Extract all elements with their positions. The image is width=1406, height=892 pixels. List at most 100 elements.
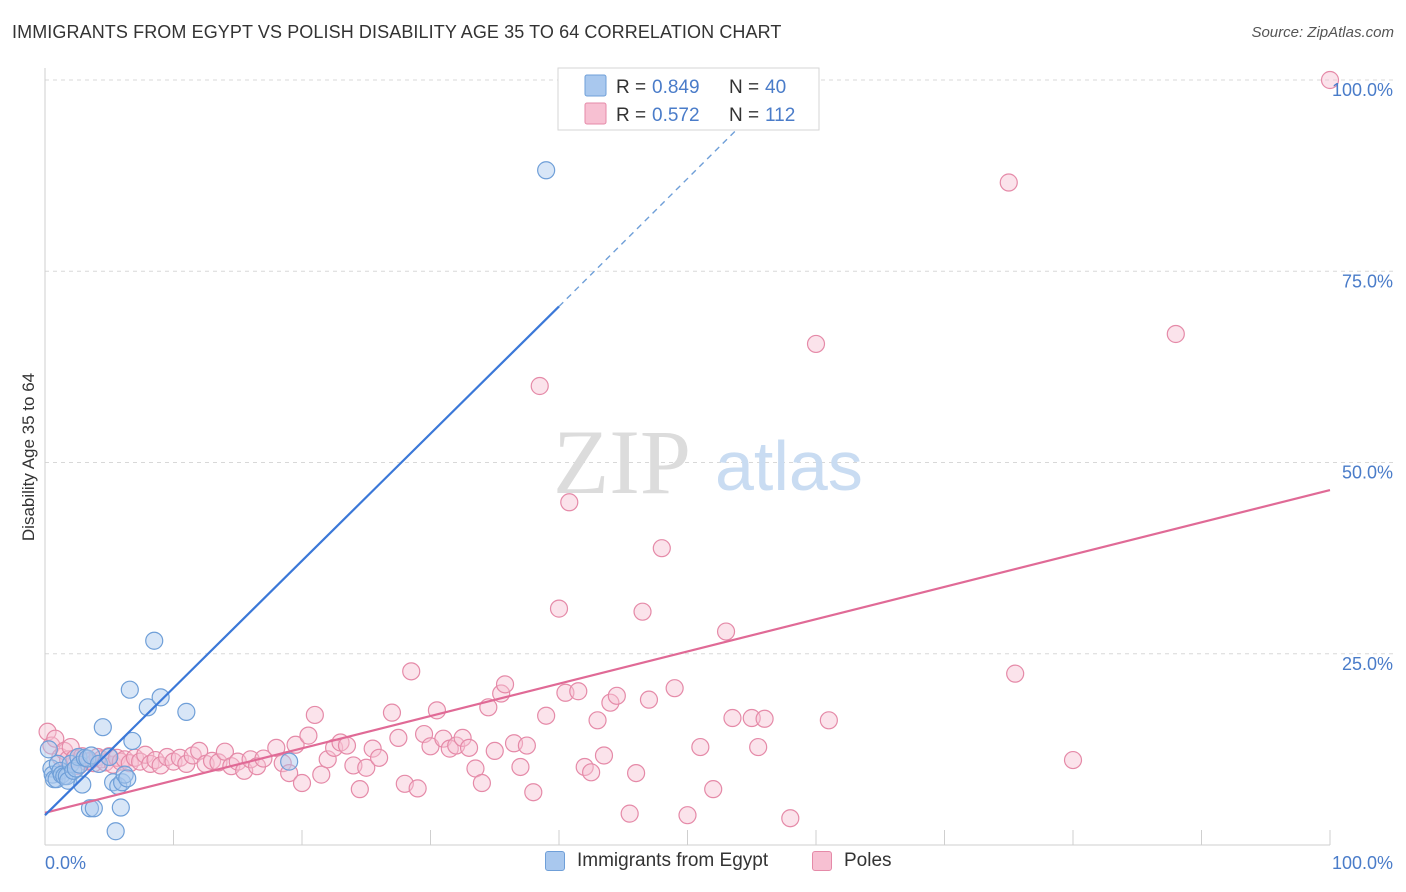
grid-layer [45,79,1395,655]
poles-point [537,706,556,725]
egypt-point [123,731,142,751]
egypt-point [280,752,299,771]
poles-point [652,539,671,558]
poles-point [511,757,530,777]
poles-point [742,708,761,728]
legend-r-value-egypt: 0.849 [652,77,700,98]
source-label: Source: ZipAtlas.com [1251,24,1394,41]
egypt-point [89,754,109,774]
poles-point [620,804,639,823]
poles-point [267,738,286,757]
poles-point [1006,664,1025,683]
poles-point [472,773,491,793]
legend-swatch-poles-bottom [812,851,832,871]
poles-point [633,602,652,621]
poles-point [305,705,324,725]
bottom-legend: Immigrants from Egypt Poles [0,850,1406,878]
poles-point [723,708,742,728]
poles-point [459,738,479,757]
legend-r-label-egypt: R = [616,77,646,98]
poles-point [517,736,536,755]
poles-point [755,709,774,728]
legend-n-value-egypt: 40 [765,77,786,98]
y-tick-label: 75.0% [1342,271,1393,291]
legend-n-label-poles: N = [729,105,759,126]
trend-lines [44,126,1331,816]
y-tick-label: 50.0% [1342,463,1393,483]
poles-point [363,739,382,758]
poles-point [819,711,838,730]
egypt-point [145,631,164,650]
legend-swatch-poles [584,102,607,125]
poles-point [318,750,337,769]
poles-point [678,806,697,825]
egypt-point [80,799,100,818]
axes-layer [44,68,1331,846]
chart-title: IMMIGRANTS FROM EGYPT VS POLISH DISABILI… [12,22,782,42]
poles-point [350,780,369,799]
egypt-point [106,822,125,841]
legend-n-value-poles: 112 [765,105,795,126]
poles-point [136,745,155,764]
poles-point [639,690,659,709]
poles-point [292,773,312,793]
legend-swatch-egypt-bottom [545,851,565,871]
poles-point [485,741,504,761]
legend-swatch-egypt [584,74,607,97]
poles-point [357,758,376,777]
poles-trend-line [44,488,1331,814]
poles-point [704,780,723,799]
poles-point [549,599,569,618]
egypt-point [93,718,112,737]
egypt-point [100,747,119,767]
watermark: ZIP atlas [553,411,863,513]
egypt-point [120,680,139,699]
egypt-point [111,798,130,817]
poles-point [691,737,710,757]
poles-point [806,334,826,354]
legend-label-poles: Poles [844,850,892,871]
egypt-points [39,161,556,841]
legend-n-label-egypt: N = [729,77,759,98]
poles-point [389,728,408,748]
egypt-point [177,702,196,721]
legend-r-value-poles: 0.572 [652,105,700,126]
poles-point [626,763,646,783]
tick-labels: 25.0% 50.0% 75.0% 100.0% 0.0% 100.0% [45,80,1393,873]
poles-point [299,726,318,745]
poles-point [749,737,768,757]
egypt-point [118,769,137,788]
egypt-point [73,775,92,794]
poles-point [607,686,626,705]
poles-point [183,746,202,765]
legend-label-egypt: Immigrants from Egypt [577,850,769,871]
y-axis-label: Disability Age 35 to 64 [19,373,38,541]
poles-point [46,729,65,748]
poles-point [495,675,515,694]
poles-point [453,728,472,748]
x-tick-label-max: 100.0% [1332,853,1393,873]
poles-point [601,693,620,712]
egypt-trend-extension [558,126,740,307]
poles-point [408,779,427,798]
x-tick-label-min: 0.0% [45,853,86,873]
poles-point [524,783,543,802]
poles-point [146,750,165,770]
egypt-point [138,698,157,717]
poles-point [665,679,684,698]
poles-point [582,763,601,782]
y-tick-label: 100.0% [1332,80,1393,100]
poles-point [1320,70,1340,90]
egypt-point [537,161,556,180]
watermark-atlas: atlas [715,427,863,505]
egypt-point [151,688,170,707]
poles-point [588,711,607,730]
poles-point [530,376,549,396]
poles-point [157,747,177,767]
poles-point [716,622,736,641]
poles-point [1063,750,1083,770]
poles-point [781,809,800,828]
poles-point [273,754,292,773]
egypt-trend-line [44,305,560,816]
